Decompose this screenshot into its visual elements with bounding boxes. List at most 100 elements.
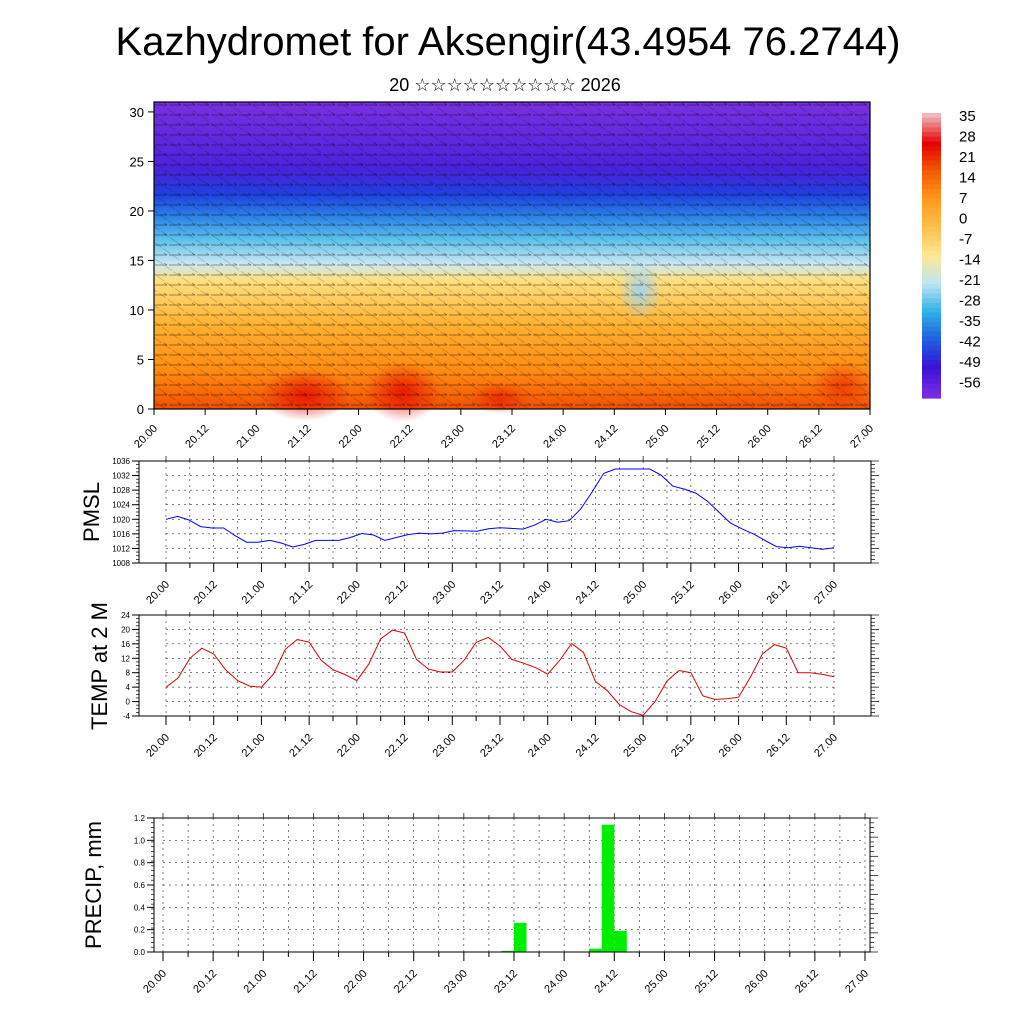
x-tick-label: 20.00 <box>132 423 160 451</box>
colorbar-segment <box>922 364 941 371</box>
colorbar-segment <box>922 350 941 356</box>
colorbar-segment <box>922 184 941 190</box>
y-tick-label: 15 <box>130 253 144 268</box>
y-tick-label: 30 <box>130 105 144 120</box>
x-tick-label: 27.00 <box>848 423 876 451</box>
x-tick-label: 27.00 <box>843 968 871 996</box>
colorbar-segment <box>922 222 941 228</box>
colorbar-segment <box>922 151 941 157</box>
x-tick-label: 21.00 <box>240 579 268 607</box>
colorbar-segment <box>922 170 941 176</box>
colorbar-segment <box>922 141 941 147</box>
pmsl-line <box>165 468 835 550</box>
y-tick-label: 16 <box>121 640 130 649</box>
x-tick-label: 20.12 <box>192 732 220 760</box>
x-tick-label: 22.12 <box>392 968 420 996</box>
colorbar-segment <box>922 269 941 276</box>
x-tick-label: 24.00 <box>526 579 554 607</box>
y-tick-label: 0.2 <box>134 926 146 935</box>
x-tick-label: 20.00 <box>141 968 169 996</box>
y-tick-label: 0.6 <box>134 881 146 890</box>
colorbar-segment <box>922 298 941 304</box>
y-tick-label: 1024 <box>112 501 130 510</box>
x-tick-label: 20.12 <box>183 423 211 451</box>
x-tick-label: 26.12 <box>793 968 821 996</box>
x-tick-label: 25.12 <box>669 579 697 607</box>
y-tick-label: 8 <box>126 669 131 678</box>
colorbar-segment <box>922 122 941 128</box>
x-tick-label: 21.12 <box>287 579 315 607</box>
x-tick-label: 23.00 <box>439 423 467 451</box>
colorbar-segment <box>922 198 941 204</box>
precip-bar <box>589 948 602 952</box>
x-tick-label: 24.12 <box>574 579 602 607</box>
colorbar-segment <box>922 326 941 333</box>
x-tick-label: 25.00 <box>621 732 649 760</box>
colorbar-label: 21 <box>959 149 976 166</box>
x-tick-label: 23.00 <box>430 579 458 607</box>
x-tick-label: 22.00 <box>337 423 365 451</box>
colorbar-segment <box>922 117 941 124</box>
y-axis: 0 5 10 15 20 25 30 <box>130 105 154 417</box>
x-tick-label: 24.12 <box>574 732 602 760</box>
colorbar-segment <box>922 127 941 133</box>
x-tick-label: 24.00 <box>526 732 554 760</box>
y-tick-label: 0.0 <box>134 948 146 957</box>
y-tick-label: 1020 <box>112 515 130 524</box>
colorbar-segment <box>922 212 941 219</box>
x-tick-label: 23.00 <box>430 732 458 760</box>
colorbar-segment <box>922 132 941 138</box>
colorbar-segment <box>922 312 941 318</box>
x-tick-label: 23.00 <box>442 968 470 996</box>
colorbar-segment <box>922 203 941 209</box>
colorbar-label: 0 <box>959 211 967 228</box>
y-axis-label: PMSL <box>79 482 104 542</box>
y-axis-label: TEMP at 2 M <box>87 602 112 730</box>
colorbar-label: -42 <box>959 334 981 351</box>
x-tick-label: 20.00 <box>144 732 172 760</box>
x-tick-label: 25.00 <box>643 968 671 996</box>
colorbar-segment <box>922 236 941 242</box>
colorbar-label: -35 <box>959 313 981 330</box>
plot-frame <box>138 460 872 564</box>
colorbar-segment <box>922 383 941 390</box>
colorbar-segment <box>922 303 941 309</box>
precip-bar <box>501 950 514 952</box>
colorbar-label: 7 <box>959 190 967 207</box>
x-tick-label: 27.00 <box>812 579 840 607</box>
colorbar-segment <box>922 379 941 385</box>
x-tick-label: 22.00 <box>335 579 363 607</box>
colorbar-segment <box>922 355 941 361</box>
x-tick-label: 22.00 <box>335 732 363 760</box>
colorbar-segment <box>922 336 941 342</box>
x-tick-label: 24.00 <box>541 423 569 451</box>
x-tick-label: 22.12 <box>383 732 411 760</box>
x-tick-label: 26.12 <box>764 579 792 607</box>
y-tick-label: 1.2 <box>134 814 146 823</box>
colorbar-segment <box>922 374 941 380</box>
colorbar-segment <box>922 208 941 214</box>
x-tick-label: 20.12 <box>192 579 220 607</box>
x-tick-label: 25.12 <box>669 732 697 760</box>
colorbar-segment <box>922 284 941 290</box>
axes: 1008 1012 1016 1020 1024 1028 1032 1036 20.00 20.… <box>112 456 879 607</box>
colorbar-segment <box>922 265 941 271</box>
precip-panel: 0.0 0.2 0.4 0.6 0.8 1.0 1.2 20.00 20.12 21.00 21.1… <box>81 813 878 996</box>
y-tick-label: 5 <box>137 352 144 367</box>
colorbar-label: -21 <box>959 272 981 289</box>
y-tick-label: 12 <box>121 654 130 663</box>
colorbar-segment <box>922 341 941 347</box>
y-tick-label: 1008 <box>112 559 130 568</box>
y-tick-label: 20 <box>130 204 144 219</box>
colorbar-label: -49 <box>959 354 981 371</box>
x-tick-label: 20.12 <box>191 968 219 996</box>
x-tick-label: 25.00 <box>644 423 672 451</box>
colorbar-label: -14 <box>959 252 981 269</box>
colorbar-segment <box>922 165 941 171</box>
colorbar-segment <box>922 255 941 261</box>
wind-vectors <box>154 102 870 409</box>
y-tick-label: 0.4 <box>134 903 146 912</box>
x-tick-label: 25.12 <box>693 968 721 996</box>
x-tick-label: 22.00 <box>342 968 370 996</box>
y-tick-label: 20 <box>121 625 130 634</box>
